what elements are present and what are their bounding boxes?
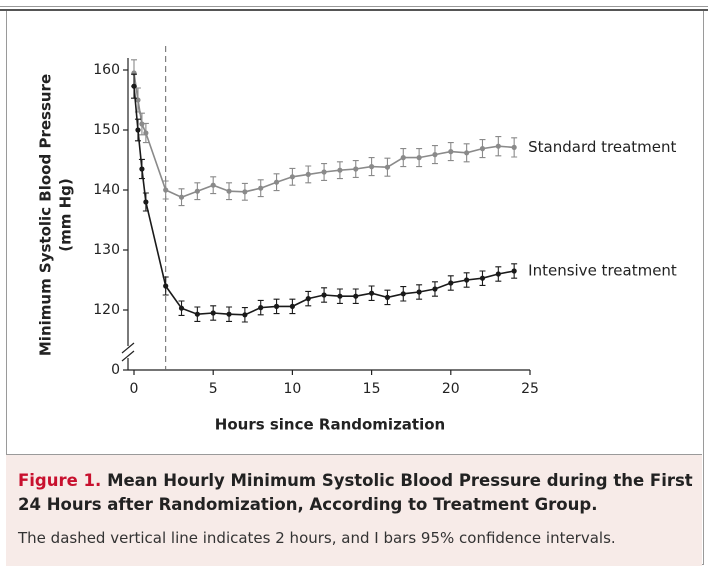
data-point <box>416 289 422 295</box>
y-tick-label: 160 <box>93 62 120 78</box>
data-point <box>194 188 200 194</box>
data-point <box>143 130 149 136</box>
data-point <box>242 189 248 195</box>
x-tick-label: 25 <box>521 381 539 397</box>
data-point <box>464 277 470 283</box>
data-point <box>353 166 359 172</box>
rule <box>0 9 708 11</box>
data-point <box>163 283 169 289</box>
data-point <box>337 167 343 173</box>
data-point <box>163 187 169 193</box>
data-point <box>511 268 517 274</box>
caption: Figure 1. Mean Hourly Minimum Systolic B… <box>6 454 702 566</box>
data-point <box>210 182 216 188</box>
x-tick-label: 20 <box>442 381 460 397</box>
data-point <box>289 174 295 180</box>
figure-title: Mean Hourly Minimum Systolic Blood Press… <box>18 471 693 514</box>
data-point <box>305 171 311 177</box>
data-point <box>258 305 264 311</box>
y-tick-label: 0 <box>111 362 120 378</box>
data-point <box>400 155 406 161</box>
x-axis-label: Hours since Randomization <box>215 416 445 434</box>
x-tick-label: 15 <box>363 381 381 397</box>
x-tick-label: 10 <box>283 381 301 397</box>
data-point <box>143 199 149 205</box>
data-point <box>210 310 216 316</box>
x-tick-label: 5 <box>209 381 218 397</box>
rule <box>0 6 708 7</box>
caption-head: Figure 1. Mean Hourly Minimum Systolic B… <box>18 469 698 517</box>
y-axis-label: Minimum Systolic Blood Pressure (mm Hg) <box>37 74 75 356</box>
figure-note: The dashed vertical line indicates 2 hou… <box>18 529 616 547</box>
series-label: Standard treatment <box>528 138 676 156</box>
data-point <box>479 275 486 281</box>
axis-break <box>121 350 135 362</box>
data-point <box>139 166 145 172</box>
data-point <box>194 311 200 317</box>
data-point <box>242 312 248 318</box>
figure-label: Figure 1. <box>18 471 102 490</box>
data-point <box>369 290 375 296</box>
data-point <box>432 286 438 292</box>
x-tick-label: 0 <box>130 381 139 397</box>
data-point <box>448 280 454 286</box>
y-axis-label-line: (mm Hg) <box>57 178 75 251</box>
data-point <box>226 311 232 317</box>
data-point <box>273 303 280 309</box>
axis-break <box>121 342 135 354</box>
data-point <box>273 179 280 185</box>
y-axis-label-line: Minimum Systolic Blood Pressure <box>37 74 55 356</box>
y-tick-label: 150 <box>93 122 120 138</box>
data-point <box>258 185 264 191</box>
series-label: Intensive treatment <box>528 262 677 280</box>
data-point <box>511 144 517 150</box>
data-point <box>226 188 232 194</box>
data-point <box>139 121 145 127</box>
y-tick-label: 130 <box>93 242 120 258</box>
data-point <box>178 194 185 200</box>
series-line <box>133 86 515 316</box>
data-point <box>353 293 359 299</box>
data-point <box>178 305 185 311</box>
data-point <box>448 149 454 155</box>
y-tick-label: 120 <box>93 302 120 318</box>
data-point <box>321 169 327 175</box>
data-point <box>384 294 391 300</box>
data-point <box>495 271 501 277</box>
data-point <box>384 164 391 170</box>
y-tick-label: 140 <box>93 182 120 198</box>
data-point <box>416 155 422 161</box>
data-point <box>479 146 486 152</box>
data-point <box>135 127 141 133</box>
data-point <box>369 164 375 170</box>
data-point <box>432 152 438 158</box>
data-point <box>131 83 137 89</box>
chart: Hours since Randomization Minimum Systol… <box>37 46 677 434</box>
data-point <box>400 291 406 297</box>
data-point <box>495 143 501 149</box>
data-point <box>305 296 311 302</box>
data-point <box>464 150 470 156</box>
data-point <box>321 292 327 298</box>
data-point <box>289 303 295 309</box>
data-point <box>337 293 343 299</box>
